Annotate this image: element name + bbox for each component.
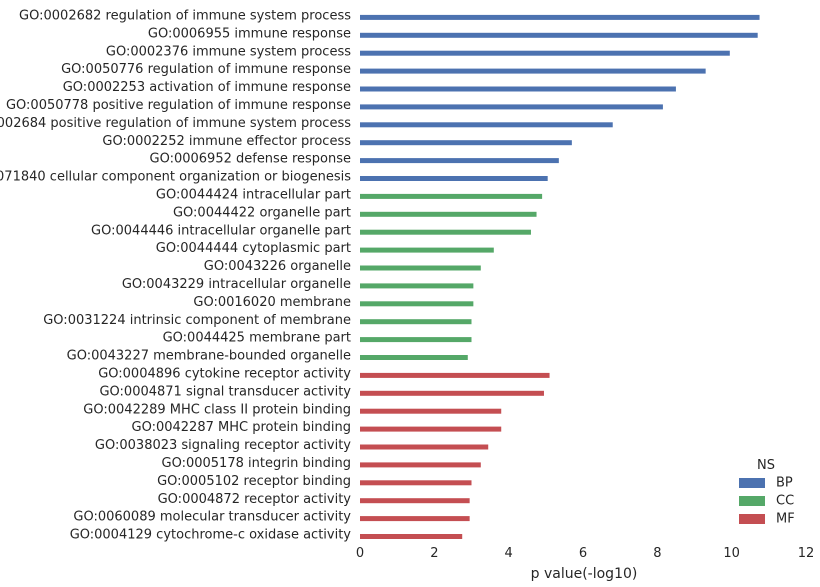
bar-bp bbox=[360, 68, 706, 74]
bar-mf bbox=[360, 480, 472, 486]
bar-cc bbox=[360, 355, 468, 360]
bar-mf bbox=[360, 498, 470, 504]
x-tick-labels: 0 2 4 6 8 10 12 bbox=[356, 546, 814, 561]
y-tick-label: GO:0060089 molecular transducer activity bbox=[73, 510, 351, 525]
legend-label-mf: MF bbox=[776, 512, 795, 527]
y-tick-label: GO:0005102 receptor binding bbox=[157, 474, 351, 489]
legend-swatch-mf bbox=[739, 514, 765, 524]
y-tick-label: GO:0042287 MHC protein binding bbox=[132, 420, 352, 435]
y-tick-label: GO:0043227 membrane-bounded organelle bbox=[67, 349, 351, 364]
y-tick-label: GO:0043226 organelle bbox=[204, 259, 351, 274]
bar-mf bbox=[360, 372, 550, 378]
bar-mf bbox=[360, 534, 463, 539]
x-tick-label: 12 bbox=[798, 546, 815, 561]
bar-cc bbox=[360, 283, 474, 289]
y-tick-label: GO:0006955 immune response bbox=[148, 26, 351, 41]
y-tick-label: GO:0004129 cytochrome-c oxidase activity bbox=[70, 528, 352, 543]
y-tick-label: GO:0044422 organelle part bbox=[173, 205, 351, 220]
bar-bp bbox=[360, 50, 730, 56]
bar-cc bbox=[360, 247, 494, 253]
bars-group bbox=[360, 14, 760, 539]
y-tick-label: GO:0044425 membrane part bbox=[163, 331, 351, 346]
y-tick-label: GO:0044444 cytoplasmic part bbox=[156, 241, 351, 256]
y-tick-label: GO:0005178 integrin binding bbox=[162, 456, 351, 471]
bar-cc bbox=[360, 265, 481, 271]
y-tick-label: GO:0031224 intrinsic component of membra… bbox=[43, 313, 351, 328]
y-tick-label: GO:0050776 regulation of immune response bbox=[61, 62, 351, 77]
legend-title: NS bbox=[757, 458, 775, 473]
bar-mf bbox=[360, 444, 489, 450]
bar-cc bbox=[360, 211, 537, 217]
bar-bp bbox=[360, 176, 548, 181]
y-tick-label: GO:0043229 intracellular organelle bbox=[122, 277, 351, 292]
y-tick-label: GO:0002252 immune effector process bbox=[102, 134, 351, 149]
y-tick-label: GO:0002682 regulation of immune system p… bbox=[19, 9, 351, 24]
x-axis-title: p value(-log10) bbox=[531, 566, 638, 582]
x-tick-label: 10 bbox=[723, 546, 740, 561]
legend-label-cc: CC bbox=[776, 494, 794, 509]
y-tick-labels: GO:0002682 regulation of immune system p… bbox=[0, 9, 351, 543]
y-tick-label: GO:0002253 activation of immune response bbox=[63, 80, 351, 95]
y-tick-label: GO:0004871 signal transducer activity bbox=[99, 384, 351, 399]
bar-bp bbox=[360, 14, 760, 20]
legend-swatch-bp bbox=[739, 478, 765, 488]
x-tick-label: 6 bbox=[579, 546, 587, 561]
bar-mf bbox=[360, 426, 502, 432]
y-tick-label: GO:0044446 intracellular organelle part bbox=[91, 223, 351, 238]
legend-swatch-cc bbox=[739, 496, 765, 506]
y-tick-label: GO:0006952 defense response bbox=[150, 152, 352, 167]
x-tick-label: 2 bbox=[430, 546, 438, 561]
bar-bp bbox=[360, 158, 559, 164]
y-tick-label: GO:0004896 cytokine receptor activity bbox=[98, 367, 351, 382]
x-tick-label: 8 bbox=[653, 546, 661, 561]
y-tick-label: GO:0002684 positive regulation of immune… bbox=[0, 116, 351, 131]
bar-bp bbox=[360, 32, 758, 38]
bar-mf bbox=[360, 390, 544, 396]
y-tick-label: GO:0038023 signaling receptor activity bbox=[95, 438, 351, 453]
y-tick-label: GO:0016020 membrane bbox=[193, 295, 351, 310]
bar-mf bbox=[360, 462, 481, 468]
y-tick-label: GO:0071840 cellular component organizati… bbox=[0, 170, 351, 185]
bar-bp bbox=[360, 104, 663, 110]
bar-bp bbox=[360, 122, 613, 128]
y-tick-label: GO:0050778 positive regulation of immune… bbox=[6, 98, 351, 113]
bar-bp bbox=[360, 140, 572, 146]
x-tick-label: 4 bbox=[505, 546, 513, 561]
legend-items: BP CC MF bbox=[739, 476, 795, 527]
x-tick-label: 0 bbox=[356, 546, 364, 561]
legend-label-bp: BP bbox=[776, 476, 793, 491]
bar-cc bbox=[360, 301, 474, 307]
bar-cc bbox=[360, 337, 472, 343]
y-tick-label: GO:0004872 receptor activity bbox=[158, 492, 352, 507]
bar-mf bbox=[360, 516, 470, 522]
bar-cc bbox=[360, 229, 531, 235]
bar-bp bbox=[360, 86, 676, 92]
bar-mf bbox=[360, 408, 502, 414]
y-tick-label: GO:0044424 intracellular part bbox=[156, 188, 351, 203]
y-tick-label: GO:0042289 MHC class II protein binding bbox=[83, 402, 351, 417]
y-tick-label: GO:0002376 immune system process bbox=[106, 44, 351, 59]
legend: NS BP CC MF bbox=[739, 458, 795, 527]
bar-cc bbox=[360, 319, 472, 325]
bar-cc bbox=[360, 193, 543, 199]
